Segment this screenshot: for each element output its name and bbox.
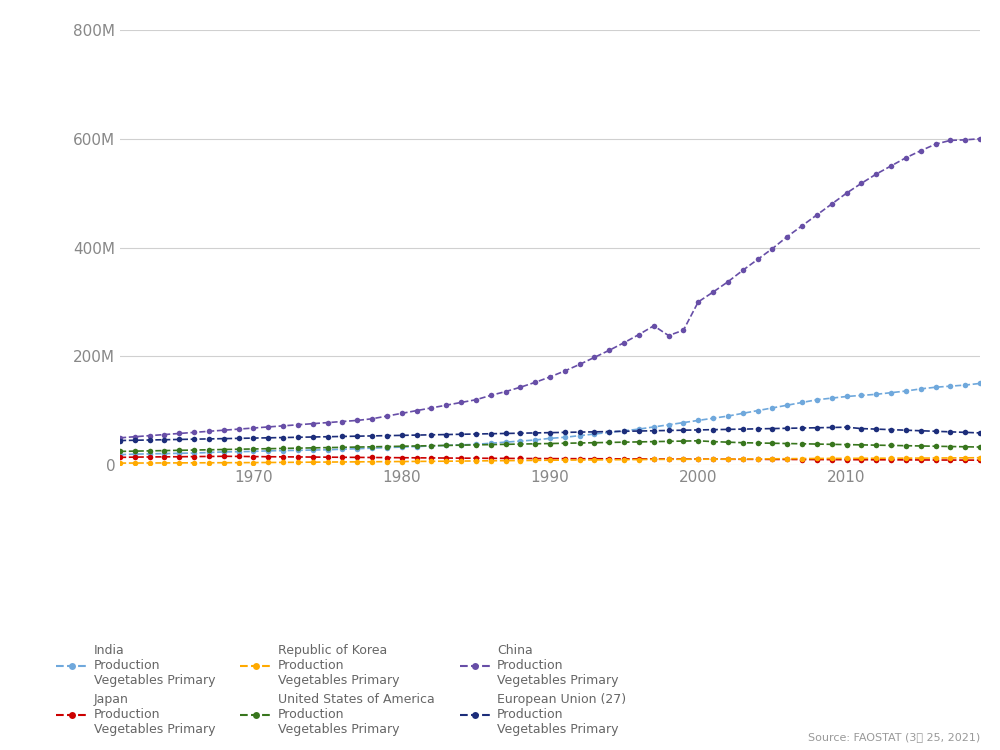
Legend: India
Production
Vegetables Primary, Japan
Production
Vegetables Primary, Republ: India Production Vegetables Primary, Jap… — [56, 644, 626, 736]
Text: Source: FAOSTAT (3月 25, 2021): Source: FAOSTAT (3月 25, 2021) — [808, 733, 980, 742]
